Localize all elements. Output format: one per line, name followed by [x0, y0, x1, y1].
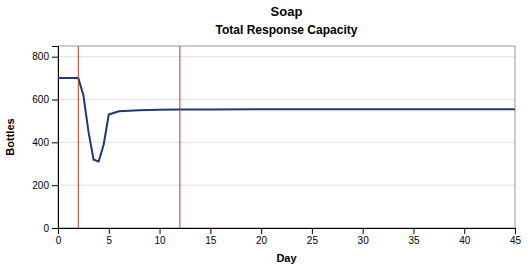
- y-axis-tick: 800: [32, 51, 58, 62]
- line: [58, 78, 515, 162]
- x-axis-title: Day: [276, 252, 297, 264]
- subtitle: Total Response Capacity: [216, 23, 358, 37]
- x-axis-tick: 35: [408, 228, 420, 246]
- title: Soap: [271, 4, 303, 19]
- tick-label: 15: [205, 235, 217, 246]
- tick-mark: [312, 228, 313, 234]
- tick-label: 25: [307, 235, 319, 246]
- y-axis-line: [52, 47, 59, 229]
- grid-line: [58, 142, 515, 143]
- plot-frame: [58, 46, 515, 228]
- tick-label: 20: [256, 235, 268, 246]
- x-axis-tick: 25: [307, 228, 319, 246]
- tick-label: 10: [154, 235, 166, 246]
- y-axis-tick: 0: [43, 223, 58, 234]
- x-axis-tick: 0: [56, 228, 62, 246]
- grid-line: [58, 99, 515, 100]
- chart: 0 5 10 15 20 25 30 35 40 45 0 200 400 600 800 Soap Total…: [0, 0, 531, 268]
- x-axis-tick: 45: [510, 228, 522, 246]
- marks: [58, 46, 515, 228]
- x-axis-tick: 40: [459, 228, 471, 246]
- y-axis-tick: 400: [32, 137, 58, 148]
- tick-label: 200: [32, 180, 49, 191]
- y-axis: 0 200 400 600 800: [32, 47, 58, 234]
- y-axis-tick: 200: [32, 180, 58, 191]
- tick-mark: [160, 228, 161, 234]
- x-axis-line: [59, 229, 516, 235]
- tick-mark: [464, 228, 465, 234]
- plot: 0 5 10 15 20 25 30 35 40 45 0 200 400 600 800: [32, 46, 521, 246]
- tick-mark: [515, 228, 516, 234]
- tick-mark: [210, 228, 211, 234]
- x-axis-tick: 15: [205, 228, 217, 246]
- tick-mark: [413, 228, 414, 234]
- tick-label: 5: [106, 235, 112, 246]
- tick-label: 0: [56, 235, 62, 246]
- tick-label: 30: [358, 235, 370, 246]
- tick-label: 600: [32, 94, 49, 105]
- tick-label: 40: [459, 235, 471, 246]
- tick-mark: [52, 57, 58, 58]
- tick-mark: [363, 228, 364, 234]
- tick-mark: [261, 228, 262, 234]
- tick-mark: [52, 142, 58, 143]
- tick-label: 0: [43, 223, 49, 234]
- tick-mark: [52, 185, 58, 186]
- x-axis-tick: 5: [106, 228, 112, 246]
- tick-mark: [52, 228, 58, 229]
- vertical-line: [179, 46, 180, 228]
- y-grid: [58, 57, 515, 228]
- vertical-line: [78, 46, 79, 228]
- y-axis-title: Bottles: [4, 118, 16, 155]
- grid-line: [58, 185, 515, 186]
- x-axis-tick: 30: [358, 228, 370, 246]
- tick-mark: [109, 228, 110, 234]
- tick-label: 800: [32, 51, 49, 62]
- x-axis: 0 5 10 15 20 25 30 35 40 45: [56, 228, 522, 246]
- tick-mark: [52, 100, 58, 101]
- x-axis-tick: 10: [154, 228, 166, 246]
- y-axis-tick: 600: [32, 94, 58, 105]
- tick-label: 400: [32, 137, 49, 148]
- grid-line: [58, 56, 515, 57]
- tick-label: 45: [510, 235, 522, 246]
- x-axis-tick: 20: [256, 228, 268, 246]
- tick-label: 35: [408, 235, 420, 246]
